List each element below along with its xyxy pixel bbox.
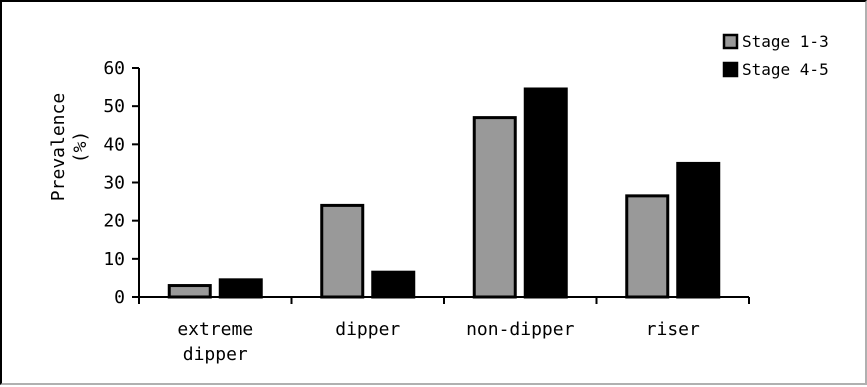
legend-label: Stage 4-5 — [742, 60, 829, 79]
x-axis-labels: extreme dipper dipper non-dipper riser — [177, 319, 700, 365]
bar-stage-4-5-non-dipper — [523, 87, 568, 299]
y-tick-label: 0 — [114, 287, 125, 308]
bars — [167, 87, 721, 299]
bar-stage-4-5-extreme-dipper — [218, 278, 263, 299]
x-tick-label: dipper — [335, 319, 400, 340]
y-tick-label: 60 — [103, 58, 125, 79]
x-tick-label: non-dipper — [466, 319, 575, 340]
bar-stage-1-3-extreme-dipper — [167, 284, 212, 299]
legend-swatch — [722, 61, 739, 78]
legend-swatch — [722, 33, 739, 50]
y-axis-title-text: Prevalence(%) — [48, 93, 91, 201]
x-tick-label: riser — [646, 319, 700, 340]
legend-label: Stage 1-3 — [742, 32, 829, 51]
bar-stage-1-3-dipper — [320, 203, 365, 299]
y-tick-label: 30 — [103, 173, 125, 194]
x-ticks — [138, 297, 750, 304]
y-tick-label: 20 — [103, 211, 125, 232]
y-axis-title: Prevalence(%) — [48, 93, 91, 201]
bar-stage-1-3-riser — [625, 194, 670, 299]
y-tick-label: 50 — [103, 96, 125, 117]
y-ticks: 0 10 20 30 40 50 60 — [103, 58, 139, 308]
y-tick-label: 10 — [103, 249, 125, 270]
bar-stage-4-5-riser — [676, 161, 721, 299]
legend: Stage 1-3 Stage 4-5 — [722, 32, 829, 79]
y-tick-label: 40 — [103, 134, 125, 155]
x-tick-label: extreme dipper — [177, 319, 253, 365]
bar-stage-4-5-dipper — [371, 270, 416, 299]
bar-stage-1-3-non-dipper — [472, 116, 517, 299]
